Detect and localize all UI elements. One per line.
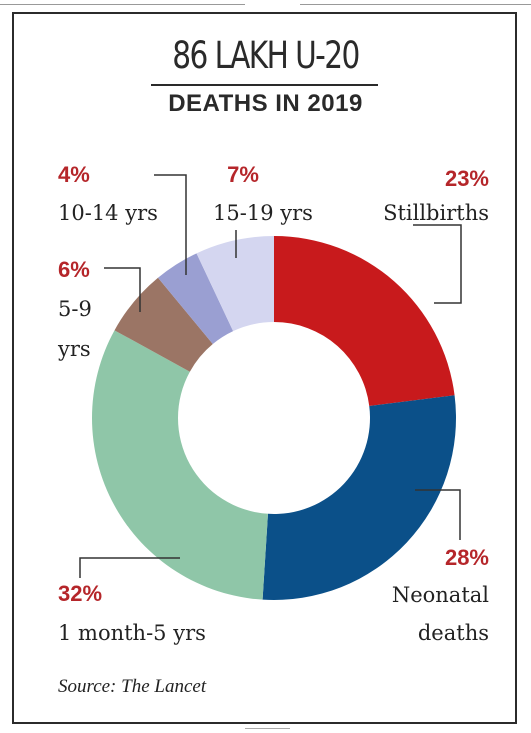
slice-value-label-4: 4%	[58, 162, 90, 187]
slice-category-label-1-0: Neonatal	[392, 583, 489, 607]
slice-value-label-0: 23%	[445, 166, 489, 191]
leader-line-2-0	[79, 557, 180, 578]
slice-value-label-2: 32%	[58, 581, 102, 606]
frame-edge-top-left	[0, 4, 245, 5]
slice-value-label-1: 28%	[445, 545, 489, 570]
slice-category-label-3-1: yrs	[57, 337, 91, 361]
donut-slice-3	[114, 277, 213, 372]
slice-category-label-4-0: 10-14 yrs	[58, 201, 158, 225]
donut-slice-5	[196, 236, 274, 332]
donut-slice-4	[157, 253, 234, 345]
slice-value-label-3: 6%	[58, 257, 90, 282]
subtitle-rule	[151, 84, 378, 86]
leader-line-1-0	[415, 489, 461, 540]
leader-line-0-0	[413, 224, 462, 304]
slice-category-label-1-1: deaths	[418, 621, 489, 645]
leader-line-3-0	[104, 267, 141, 312]
slice-value-label-5: 7%	[227, 162, 259, 187]
frame-edge-bottom	[245, 728, 290, 729]
frame-edge-top-right	[300, 4, 531, 5]
donut-slice-0	[274, 236, 455, 406]
source-note: Source: The Lancet	[58, 676, 207, 697]
chart-title: 86 LAKH U-20	[172, 34, 360, 77]
leader-line-4-0	[154, 174, 187, 275]
donut-slice-1	[262, 395, 456, 600]
slice-category-label-0-0: Stillbirths	[383, 201, 489, 225]
slice-category-label-2-0: 1 month-5 yrs	[58, 621, 206, 645]
slice-category-label-3-0: 5-9	[58, 297, 92, 321]
donut-slice-2	[91, 330, 268, 600]
chart-subtitle: DEATHS IN 2019	[168, 90, 363, 117]
slice-category-label-5-0: 15-19 yrs	[213, 201, 313, 225]
